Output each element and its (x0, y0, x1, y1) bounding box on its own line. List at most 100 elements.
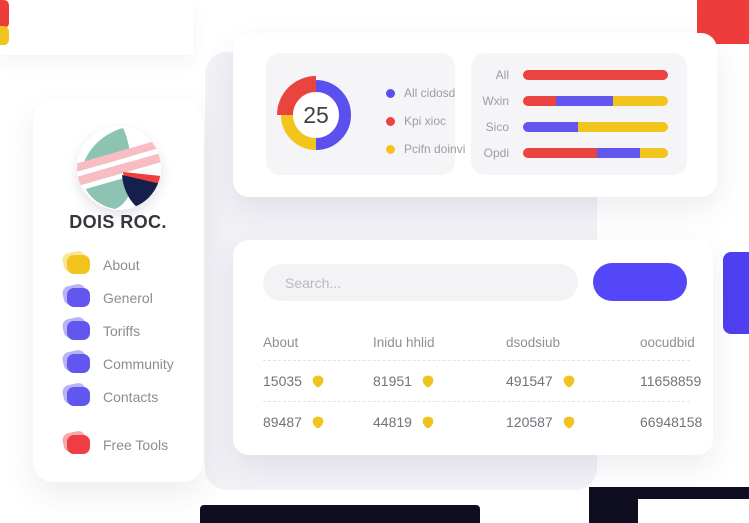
table-separator (263, 360, 690, 361)
bar-segment (523, 70, 668, 80)
table-header-cell: oocudbid (640, 335, 695, 350)
sidebar-item-label: About (103, 256, 140, 273)
white-rect-top-left (0, 0, 193, 55)
stacked-bars: All Wxin Sico Opdi (471, 62, 668, 166)
pick-icon (312, 416, 324, 428)
legend-dot-icon (386, 116, 395, 126)
bar-track (523, 122, 668, 132)
bar-segment (523, 122, 579, 132)
donut-segment (277, 76, 317, 116)
table-cell-value: 491547 (506, 373, 553, 389)
donut-segment (281, 114, 317, 150)
sidebar-item-generol[interactable]: Generol (61, 281, 193, 314)
table-card: About Inidu hhlid dsodsiub oocudbid 15035 81… (233, 240, 713, 455)
sidebar-item-community[interactable]: Community (61, 347, 193, 380)
donut-center-value: 25 (303, 101, 329, 128)
search-input[interactable] (263, 264, 578, 301)
bar-segment (523, 148, 597, 158)
pick-icon (422, 416, 434, 428)
donut-segment (315, 80, 351, 150)
bar-segment (596, 148, 641, 158)
sidebar-item-free-tools[interactable]: Free Tools (61, 428, 193, 461)
bar-segment (556, 96, 613, 106)
brand-logo (77, 126, 161, 210)
dark-block-bottom-right-2 (589, 497, 638, 523)
legend-item: All cidosd (386, 79, 465, 107)
table-header-row: About Inidu hhlid dsodsiub oocudbid (263, 324, 695, 360)
bar-row: Sico (471, 120, 668, 134)
nav-blob-icon (61, 381, 90, 406)
table-header-label: dsodsiub (506, 334, 561, 350)
table-body: 15035 81951 491547 11658859 89487 44819 120587… (263, 361, 702, 442)
bar-row: Wxin (471, 94, 668, 108)
table-cell-value: 44819 (373, 414, 412, 430)
donut-legend: All cidosd Kpi xioc Pcifn doinvi (386, 79, 465, 163)
sidebar-item-toriffs[interactable]: Toriffs (61, 314, 193, 347)
bar-segment (523, 96, 557, 106)
table-header-label: Inidu hhlid (373, 334, 435, 350)
donut-chart: 25 (274, 73, 358, 157)
pick-icon (563, 416, 575, 428)
sidebar-item-label: Community (103, 355, 174, 372)
dark-block-bottom-right (589, 487, 749, 499)
blue-accent-right (723, 252, 749, 334)
sidebar-nav: About Generol Toriffs Community Contacts Free… (61, 248, 193, 461)
nav-blob-icon (61, 429, 90, 454)
table-cell: 89487 (263, 414, 373, 430)
red-accent-top-left (0, 0, 9, 28)
data-table: About Inidu hhlid dsodsiub oocudbid 15035 81… (263, 324, 702, 442)
bar-track (523, 70, 668, 80)
legend-dot-icon (386, 88, 395, 98)
table-cell: 11658859 (640, 373, 701, 389)
legend-label: Kpi xioc (404, 114, 447, 128)
sidebar: DOIS ROC. About Generol Toriffs Community Co… (33, 100, 203, 482)
sidebar-item-label: Toriffs (103, 322, 141, 339)
donut-chart-svg (277, 76, 351, 150)
bar-chart-card: All Wxin Sico Opdi (471, 53, 687, 175)
table-cell-value: 66948158 (640, 414, 703, 430)
table-row[interactable]: 15035 81951 491547 11658859 (263, 361, 701, 401)
pick-icon (563, 375, 575, 387)
sidebar-item-label: Contacts (103, 388, 159, 405)
table-header-cell: dsodsiub (506, 335, 640, 350)
bar-label: All (495, 68, 509, 82)
table-cell-value: 11658859 (640, 373, 702, 389)
nav-blob-icon (61, 315, 90, 340)
legend-item: Pcifn doinvi (386, 135, 465, 163)
table-separator (263, 401, 690, 402)
legend-label: Pcifn doinvi (404, 142, 466, 156)
bar-segment (578, 122, 668, 132)
bar-label: Sico (485, 120, 509, 134)
table-cell-value: 120587 (506, 414, 553, 430)
dark-bar-bottom (200, 505, 480, 523)
table-header-label: About (263, 334, 299, 350)
legend-item: Kpi xioc (386, 107, 465, 135)
pick-icon (422, 375, 434, 387)
donut-chart-card: 25 All cidosd Kpi xioc Pcifn doinvi (266, 53, 465, 175)
sidebar-item-contacts[interactable]: Contacts (61, 380, 193, 413)
primary-button[interactable] (593, 263, 687, 301)
table-cell: 81951 (373, 373, 506, 389)
bar-segment (612, 96, 668, 106)
bar-track (523, 148, 668, 158)
brand-logo-icon (77, 126, 161, 210)
search-box (263, 264, 578, 301)
bar-label: Wxin (482, 94, 509, 108)
brand-title: DOIS ROC. (69, 212, 167, 232)
table-cell-value: 89487 (263, 414, 302, 430)
table-cell: 66948158 (640, 414, 702, 430)
pick-icon (312, 375, 324, 387)
table-cell: 15035 (263, 373, 373, 389)
nav-blob-icon (61, 282, 90, 307)
legend-dot-icon (386, 144, 395, 154)
stats-card: 25 All cidosd Kpi xioc Pcifn doinvi All Wxi… (233, 33, 717, 197)
table-cell: 491547 (506, 373, 640, 389)
bar-label: Opdi (483, 146, 509, 160)
bar-track (523, 96, 668, 106)
sidebar-item-about[interactable]: About (61, 248, 193, 281)
nav-blob-icon (61, 348, 90, 373)
table-header-label: oocudbid (640, 334, 695, 350)
table-header-cell: Inidu hhlid (373, 335, 506, 350)
table-row[interactable]: 89487 44819 120587 66948158 (263, 402, 702, 442)
